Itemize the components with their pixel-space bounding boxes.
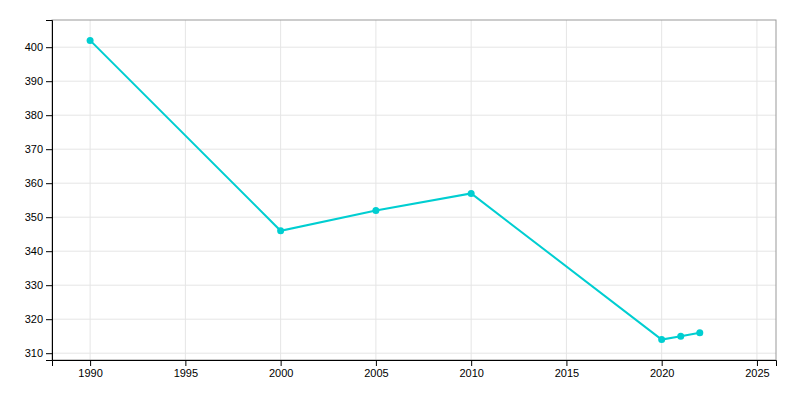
x-tick-label: 2010 <box>459 367 483 379</box>
x-grid-line <box>375 20 376 360</box>
x-tick-label: 1995 <box>174 367 198 379</box>
grid <box>52 20 776 360</box>
y-tick: 350 <box>25 211 52 223</box>
y-grid-line <box>52 251 776 252</box>
x-tick-label: 2005 <box>364 367 388 379</box>
x-tick-mark <box>90 360 91 366</box>
y-tick-mark <box>46 353 52 354</box>
x-tick: 2025 <box>745 360 769 379</box>
y-grid-line <box>52 149 776 150</box>
y-tick: 380 <box>25 109 52 121</box>
y-tick-mark <box>46 183 52 184</box>
y-grid-line <box>52 183 776 184</box>
y-grid-line <box>52 115 776 116</box>
y-grid-line <box>52 319 776 320</box>
y-tick: 320 <box>25 313 52 325</box>
data-point <box>87 37 94 44</box>
plot-root: 1990 1995 2000 2005 2010 2015 2020 2025 310 320 33… <box>25 20 777 379</box>
y-tick-mark <box>46 319 52 320</box>
y-tick: 340 <box>25 245 52 257</box>
y-tick-label: 350 <box>25 211 43 223</box>
data-point <box>696 329 703 336</box>
data-point <box>468 190 475 197</box>
x-tick-label: 2025 <box>745 367 769 379</box>
y-tick-label: 310 <box>25 347 43 359</box>
plot-area <box>87 37 704 343</box>
y-grid-line <box>52 217 776 218</box>
x-tick-mark <box>662 360 663 366</box>
y-tick: 330 <box>25 279 52 291</box>
x-tick: 2010 <box>459 360 483 379</box>
x-tick: 2000 <box>269 360 293 379</box>
y-tick-label: 400 <box>25 41 43 53</box>
y-tick: 400 <box>25 41 52 53</box>
y-tick-label: 320 <box>25 313 43 325</box>
data-point <box>677 333 684 340</box>
x-grid-line <box>90 20 91 360</box>
y-tick-mark <box>46 47 52 48</box>
x-tick-mark <box>566 360 567 366</box>
x-grid-line <box>756 20 757 360</box>
y-grid-line <box>52 285 776 286</box>
x-tick-mark <box>185 360 186 366</box>
x-tick-mark <box>281 360 282 366</box>
y-tick-mark <box>46 149 52 150</box>
y-axis-line <box>46 21 53 361</box>
y-tick: 360 <box>25 177 52 189</box>
x-tick-mark <box>471 360 472 366</box>
y-axis: 310 320 330 340 350 360 370 380 390 400 <box>25 21 53 361</box>
data-point <box>277 227 284 234</box>
x-grid-line <box>566 20 567 360</box>
plot-frame <box>52 20 776 360</box>
x-tick: 1995 <box>174 360 198 379</box>
x-grid-line <box>185 20 186 360</box>
y-grid-line <box>52 353 776 354</box>
y-tick-label: 390 <box>25 75 43 87</box>
y-tick: 390 <box>25 75 52 87</box>
y-tick-label: 330 <box>25 279 43 291</box>
y-tick-mark <box>46 81 52 82</box>
x-tick-label: 2000 <box>269 367 293 379</box>
chart-svg: 1990 1995 2000 2005 2010 2015 2020 2025 310 320 33… <box>0 0 800 400</box>
y-tick-mark <box>46 217 52 218</box>
x-grid-line <box>661 20 662 360</box>
y-grid-line <box>52 47 776 48</box>
x-tick-label: 2015 <box>555 367 579 379</box>
x-axis: 1990 1995 2000 2005 2010 2015 2020 2025 <box>53 360 777 379</box>
x-grid-line <box>280 20 281 360</box>
x-tick: 2005 <box>364 360 388 379</box>
x-tick-mark <box>376 360 377 366</box>
y-tick: 310 <box>25 347 52 359</box>
data-point <box>372 207 379 214</box>
data-line <box>90 40 700 339</box>
y-tick-mark <box>46 251 52 252</box>
x-axis-line <box>53 361 777 367</box>
y-tick-label: 370 <box>25 143 43 155</box>
data-point <box>658 336 665 343</box>
y-tick-mark <box>46 285 52 286</box>
x-tick: 2015 <box>555 360 579 379</box>
y-tick-mark <box>46 115 52 116</box>
y-tick-label: 380 <box>25 109 43 121</box>
x-tick: 1990 <box>78 360 102 379</box>
chart-container: 1990 1995 2000 2005 2010 2015 2020 2025 310 320 33… <box>0 0 800 400</box>
y-grid-line <box>52 81 776 82</box>
y-tick-label: 340 <box>25 245 43 257</box>
x-tick-mark <box>757 360 758 366</box>
x-tick-label: 2020 <box>650 367 674 379</box>
x-tick-label: 1990 <box>78 367 102 379</box>
y-tick-label: 360 <box>25 177 43 189</box>
x-tick: 2020 <box>650 360 674 379</box>
y-tick: 370 <box>25 143 52 155</box>
